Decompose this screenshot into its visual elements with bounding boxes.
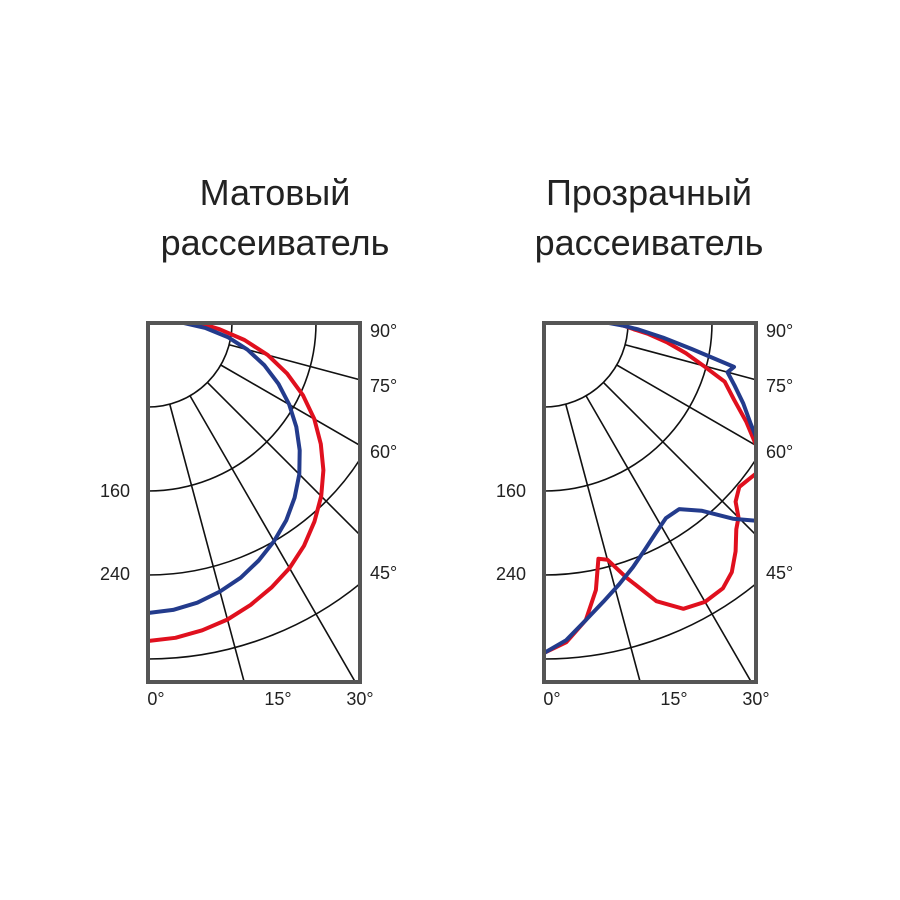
chart-title-clear: Прозрачный рассеиватель bbox=[499, 168, 799, 268]
grid-ray bbox=[616, 364, 756, 447]
bottom-label: 15° bbox=[264, 689, 291, 709]
bottom-label: 15° bbox=[660, 689, 687, 709]
polar-chart-1: 90° 75° 60° 45° 0° 15° 30° 160 240 bbox=[496, 321, 793, 709]
angle-label: 60° bbox=[370, 442, 397, 462]
series-line-red bbox=[544, 323, 756, 655]
grid-ray bbox=[602, 381, 756, 537]
series-group bbox=[544, 323, 756, 655]
chart-title-matte: Матовый рассеиватель bbox=[125, 168, 425, 268]
series-line-blue bbox=[544, 323, 756, 655]
bottom-label: 0° bbox=[147, 689, 164, 709]
grid-arc bbox=[544, 582, 756, 660]
polar-grid bbox=[148, 323, 360, 682]
radial-label: 160 bbox=[496, 481, 526, 501]
grid-ray bbox=[624, 343, 756, 381]
series-line-red bbox=[148, 323, 326, 643]
angle-label: 75° bbox=[766, 376, 793, 396]
angle-label: 90° bbox=[370, 321, 397, 341]
bottom-label: 30° bbox=[346, 689, 373, 709]
bottom-label: 30° bbox=[742, 689, 769, 709]
angle-label: 60° bbox=[766, 442, 793, 462]
grid-ray bbox=[228, 343, 360, 381]
grid-ray bbox=[220, 364, 360, 447]
series-group bbox=[148, 323, 326, 643]
radial-label: 160 bbox=[100, 481, 130, 501]
radial-label: 240 bbox=[100, 564, 130, 584]
chart-title-matte-line2: рассеиватель bbox=[160, 222, 390, 263]
grid-ray bbox=[168, 403, 246, 682]
radial-label: 240 bbox=[496, 564, 526, 584]
angle-label: 90° bbox=[766, 321, 793, 341]
chart-frame bbox=[542, 321, 758, 684]
chart-title-clear-line1: Прозрачный bbox=[546, 172, 752, 213]
polar-chart-0: 90° 75° 60° 45° 0° 15° 30° 160 240 bbox=[100, 321, 397, 709]
angle-label: 45° bbox=[370, 563, 397, 583]
grid-ray bbox=[564, 403, 642, 682]
grid-ray bbox=[189, 395, 357, 682]
series-line-blue bbox=[148, 323, 302, 615]
grid-arc bbox=[148, 582, 360, 660]
chart-title-clear-line2: рассеиватель bbox=[534, 222, 764, 263]
chart-frame bbox=[146, 321, 362, 684]
bottom-label: 0° bbox=[543, 689, 560, 709]
grid-ray bbox=[585, 395, 753, 682]
grid-ray bbox=[206, 381, 360, 537]
chart-title-matte-line1: Матовый bbox=[199, 172, 351, 213]
angle-label: 75° bbox=[370, 376, 397, 396]
polar-grid bbox=[544, 323, 756, 682]
angle-label: 45° bbox=[766, 563, 793, 583]
